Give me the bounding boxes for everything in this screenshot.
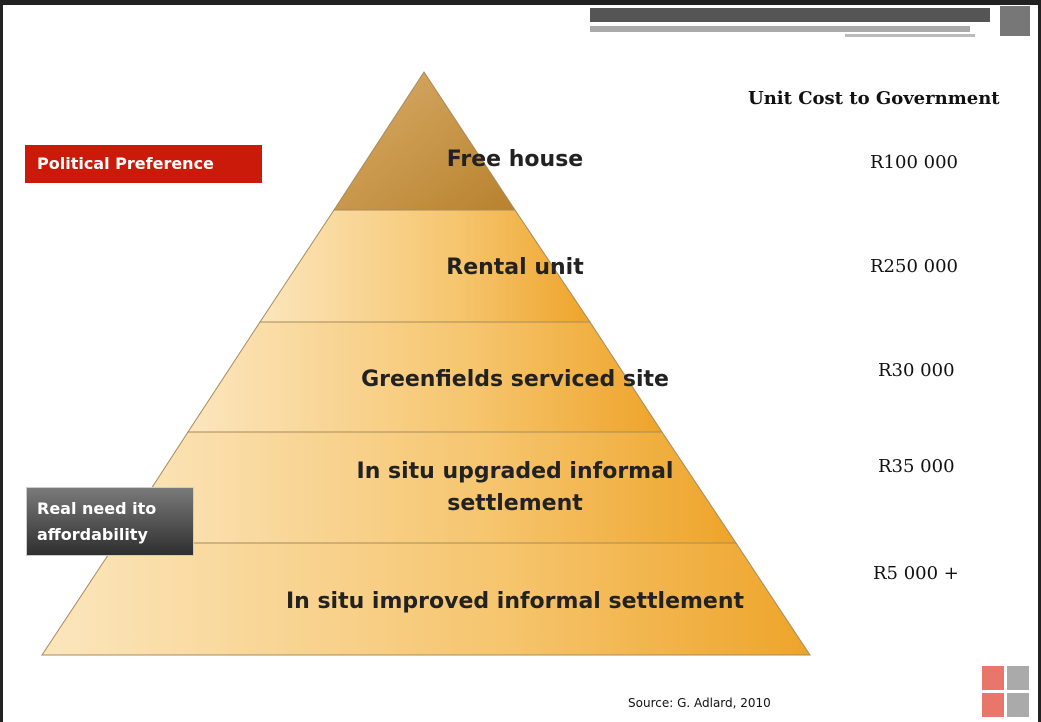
header-title: Unit Cost to Government [748,88,1000,109]
level-cost: R250 000 [870,256,958,277]
level-label: Free house [446,147,584,172]
level-cost: R100 000 [870,152,958,173]
top-bar [0,0,1041,5]
left-border [0,0,3,722]
level-cost: R35 000 [878,456,955,477]
real-need-tag: Real need ito affordability [26,487,194,556]
deco-bar [590,26,970,32]
right-border [1038,0,1041,722]
level-label: Rental unit [446,255,584,280]
deco-bar [845,34,975,37]
political-preference-tag: Political Preference [25,145,262,183]
pyramid-level [333,71,516,211]
deco-bar [590,8,990,22]
level-cost: R5 000 + [873,563,959,584]
deco-block [1000,6,1030,36]
level-cost: R30 000 [878,360,955,381]
pyramid-level [41,542,811,656]
source-note: Source: G. Adlard, 2010 [628,696,771,710]
level-label: In situ improved informal settlement [285,589,745,614]
level-label: In situ upgraded informal settlement [356,459,674,516]
level-label: Greenfields serviced site [361,367,669,392]
logo [982,666,1029,717]
